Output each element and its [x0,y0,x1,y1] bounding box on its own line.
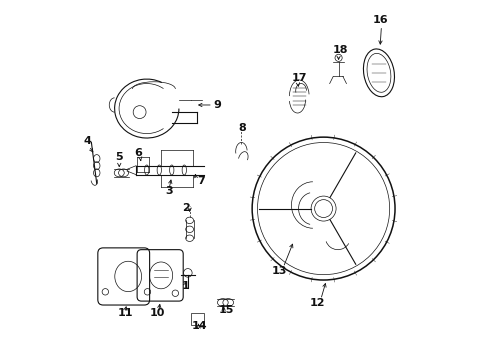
Text: 12: 12 [309,298,325,308]
Text: 2: 2 [182,203,190,213]
Text: 18: 18 [333,45,348,55]
Text: 6: 6 [134,148,142,158]
Text: 5: 5 [116,152,123,162]
Text: 10: 10 [149,308,165,318]
Text: 8: 8 [238,123,246,134]
Text: 13: 13 [271,266,287,276]
Text: 14: 14 [192,321,208,331]
Text: 15: 15 [218,305,234,315]
Text: 4: 4 [83,136,91,146]
Text: 3: 3 [166,185,173,195]
Text: 17: 17 [292,73,307,83]
Text: 7: 7 [197,176,204,185]
Text: 1: 1 [181,281,189,291]
Text: 11: 11 [118,308,134,318]
Text: 16: 16 [372,15,388,25]
Text: 9: 9 [214,100,221,110]
